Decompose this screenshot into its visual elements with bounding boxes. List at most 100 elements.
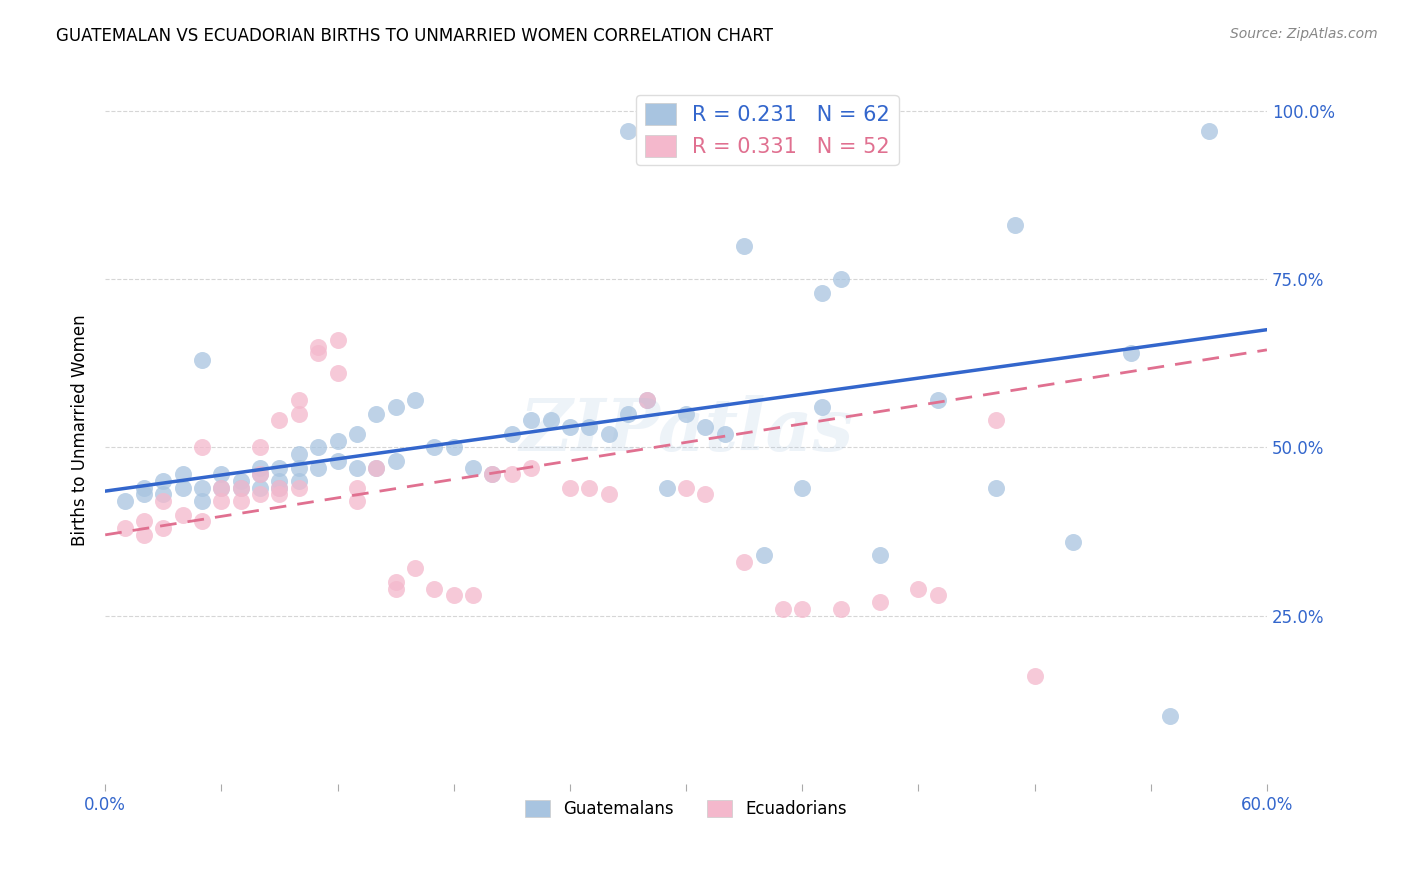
Point	[695, 420, 717, 434]
Point	[269, 481, 291, 495]
Point	[346, 494, 368, 508]
Point	[733, 238, 755, 252]
Point	[810, 400, 832, 414]
Point	[558, 481, 581, 495]
Point	[384, 574, 406, 589]
Point	[132, 515, 155, 529]
Point	[366, 407, 388, 421]
Point	[269, 474, 291, 488]
Point	[326, 454, 349, 468]
Point	[461, 460, 484, 475]
Point	[810, 285, 832, 300]
Point	[288, 474, 311, 488]
Point	[346, 460, 368, 475]
Point	[1004, 219, 1026, 233]
Point	[366, 460, 388, 475]
Point	[598, 426, 620, 441]
Point	[713, 426, 735, 441]
Point	[152, 474, 174, 488]
Point	[578, 481, 600, 495]
Point	[540, 413, 562, 427]
Point	[461, 588, 484, 602]
Point	[617, 124, 640, 138]
Point	[288, 407, 311, 421]
Point	[675, 481, 697, 495]
Point	[269, 460, 291, 475]
Point	[869, 548, 891, 562]
Point	[229, 481, 252, 495]
Point	[191, 353, 214, 368]
Point	[346, 481, 368, 495]
Point	[792, 481, 814, 495]
Point	[346, 426, 368, 441]
Point	[152, 521, 174, 535]
Point	[132, 481, 155, 495]
Point	[209, 494, 232, 508]
Point	[191, 481, 214, 495]
Point	[249, 487, 271, 501]
Point	[269, 413, 291, 427]
Point	[191, 515, 214, 529]
Point	[869, 595, 891, 609]
Point	[132, 487, 155, 501]
Point	[907, 582, 929, 596]
Point	[288, 393, 311, 408]
Point	[404, 561, 426, 575]
Point	[733, 555, 755, 569]
Point	[249, 441, 271, 455]
Point	[288, 460, 311, 475]
Text: ZIPatlas: ZIPatlas	[519, 395, 853, 467]
Point	[752, 548, 775, 562]
Point	[1024, 669, 1046, 683]
Point	[288, 481, 311, 495]
Point	[636, 393, 658, 408]
Point	[326, 333, 349, 347]
Point	[636, 124, 658, 138]
Y-axis label: Births to Unmarried Women: Births to Unmarried Women	[72, 315, 89, 547]
Point	[191, 494, 214, 508]
Point	[209, 467, 232, 482]
Point	[384, 582, 406, 596]
Point	[501, 467, 523, 482]
Point	[229, 481, 252, 495]
Point	[132, 528, 155, 542]
Point	[636, 393, 658, 408]
Point	[927, 588, 949, 602]
Point	[229, 474, 252, 488]
Text: Source: ZipAtlas.com: Source: ZipAtlas.com	[1230, 27, 1378, 41]
Point	[209, 481, 232, 495]
Point	[326, 434, 349, 448]
Point	[366, 460, 388, 475]
Point	[772, 602, 794, 616]
Point	[384, 400, 406, 414]
Point	[481, 467, 503, 482]
Point	[984, 413, 1007, 427]
Point	[501, 426, 523, 441]
Point	[520, 413, 543, 427]
Point	[172, 467, 194, 482]
Point	[249, 467, 271, 482]
Point	[307, 339, 329, 353]
Point	[927, 393, 949, 408]
Text: GUATEMALAN VS ECUADORIAN BIRTHS TO UNMARRIED WOMEN CORRELATION CHART: GUATEMALAN VS ECUADORIAN BIRTHS TO UNMAR…	[56, 27, 773, 45]
Point	[249, 460, 271, 475]
Point	[249, 467, 271, 482]
Point	[443, 588, 465, 602]
Point	[307, 346, 329, 360]
Point	[326, 367, 349, 381]
Point	[191, 441, 214, 455]
Point	[307, 441, 329, 455]
Point	[830, 602, 852, 616]
Point	[598, 487, 620, 501]
Point	[1121, 346, 1143, 360]
Point	[249, 481, 271, 495]
Point	[1159, 709, 1181, 723]
Point	[423, 441, 446, 455]
Point	[792, 602, 814, 616]
Point	[695, 487, 717, 501]
Point	[269, 487, 291, 501]
Point	[172, 508, 194, 522]
Point	[1198, 124, 1220, 138]
Point	[578, 420, 600, 434]
Point	[269, 481, 291, 495]
